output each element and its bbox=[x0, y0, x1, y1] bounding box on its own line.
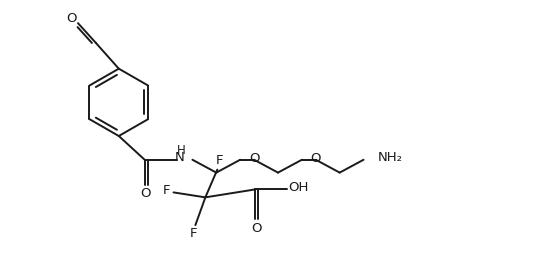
Text: O: O bbox=[251, 221, 262, 235]
Text: OH: OH bbox=[289, 181, 309, 194]
Text: N: N bbox=[175, 151, 184, 164]
Text: F: F bbox=[216, 154, 223, 167]
Text: O: O bbox=[140, 187, 151, 200]
Text: O: O bbox=[311, 152, 321, 165]
Text: F: F bbox=[163, 184, 170, 197]
Text: H: H bbox=[177, 144, 186, 157]
Text: NH₂: NH₂ bbox=[378, 151, 403, 164]
Text: O: O bbox=[249, 152, 259, 165]
Text: F: F bbox=[190, 227, 197, 241]
Text: O: O bbox=[66, 12, 76, 25]
